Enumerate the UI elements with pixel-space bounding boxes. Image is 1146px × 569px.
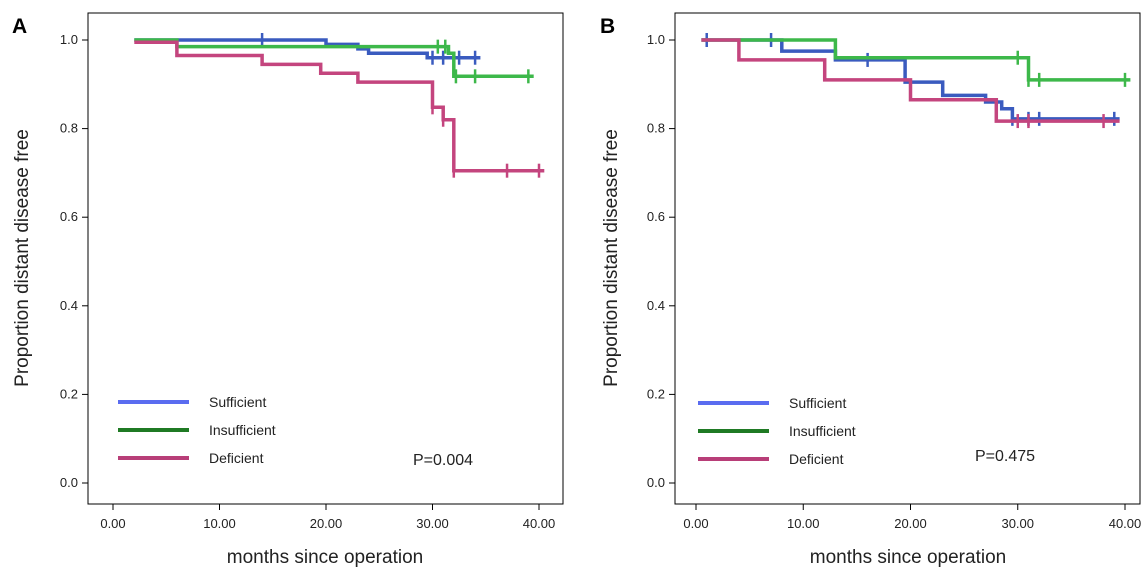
series-line-sufficient	[701, 38, 1120, 121]
y-tick-label: 0.0	[647, 475, 665, 490]
p-value-a: P=0.004	[413, 452, 473, 469]
x-axis-b: 0.00 10.00 20.00 30.00 40.00	[683, 504, 1141, 531]
x-tick-label: 30.00	[1001, 516, 1034, 531]
legend-label-insufficient: Insufficient	[209, 422, 276, 438]
legend-label-sufficient: Sufficient	[209, 394, 266, 410]
panel-letter-b: B	[600, 15, 615, 38]
series-line-deficient	[701, 38, 1120, 123]
y-tick-label: 0.8	[647, 121, 665, 136]
series-line-deficient	[134, 40, 545, 173]
x-axis-label-a: months since operation	[227, 547, 423, 568]
x-tick-label: 0.00	[683, 516, 708, 531]
series-group-b	[701, 33, 1131, 129]
y-tick-label: 0.2	[647, 386, 665, 401]
x-tick-label: 10.00	[203, 516, 236, 531]
y-tick-label: 0.2	[60, 386, 78, 401]
series-line-sufficient	[134, 38, 481, 60]
y-tick-label: 1.0	[60, 32, 78, 47]
series-group-a	[134, 33, 545, 178]
y-tick-label: 0.6	[60, 209, 78, 224]
x-axis-label-b: months since operation	[810, 547, 1006, 568]
legend-label-deficient: Deficient	[209, 450, 264, 466]
x-tick-label: 40.00	[1109, 516, 1142, 531]
p-value-b: P=0.475	[975, 448, 1035, 465]
chart-panel-b: B 0.0 0.2 0.4 0.6 0.8 1.0 0.00 10.00 20.00 30.00…	[600, 12, 1141, 568]
y-axis-label-a: Proportion distant disease free	[12, 129, 33, 387]
legend-b: Sufficient Insufficient Deficient	[698, 395, 856, 467]
y-axis-b: 0.0 0.2 0.4 0.6 0.8 1.0	[647, 32, 675, 490]
y-tick-label: 0.0	[60, 475, 78, 490]
x-tick-label: 0.00	[100, 516, 125, 531]
legend-label-sufficient: Sufficient	[789, 395, 846, 411]
plot-frame-b	[674, 12, 1141, 505]
legend-a: Sufficient Insufficient Deficient	[118, 394, 276, 466]
series-line-insufficient	[701, 38, 1131, 82]
y-tick-label: 0.4	[60, 298, 78, 313]
x-tick-label: 20.00	[310, 516, 343, 531]
panel-letter-a: A	[12, 15, 27, 38]
y-axis-a: 0.0 0.2 0.4 0.6 0.8 1.0	[60, 32, 88, 490]
y-axis-label-b: Proportion distant disease free	[601, 129, 622, 387]
chart-panel-a: A 0.0 0.2 0.4 0.6 0.8 1.0 0.00 10.00 20.00 30.00…	[12, 12, 564, 568]
y-tick-label: 0.6	[647, 209, 665, 224]
x-tick-label: 20.00	[894, 516, 927, 531]
x-tick-label: 40.00	[523, 516, 556, 531]
x-tick-label: 30.00	[416, 516, 449, 531]
y-tick-label: 0.4	[647, 298, 665, 313]
y-tick-label: 0.8	[60, 121, 78, 136]
x-axis-a: 0.00 10.00 20.00 30.00 40.00	[100, 504, 555, 531]
legend-label-deficient: Deficient	[789, 451, 844, 467]
y-tick-label: 1.0	[647, 32, 665, 47]
legend-label-insufficient: Insufficient	[789, 423, 856, 439]
x-tick-label: 10.00	[787, 516, 820, 531]
